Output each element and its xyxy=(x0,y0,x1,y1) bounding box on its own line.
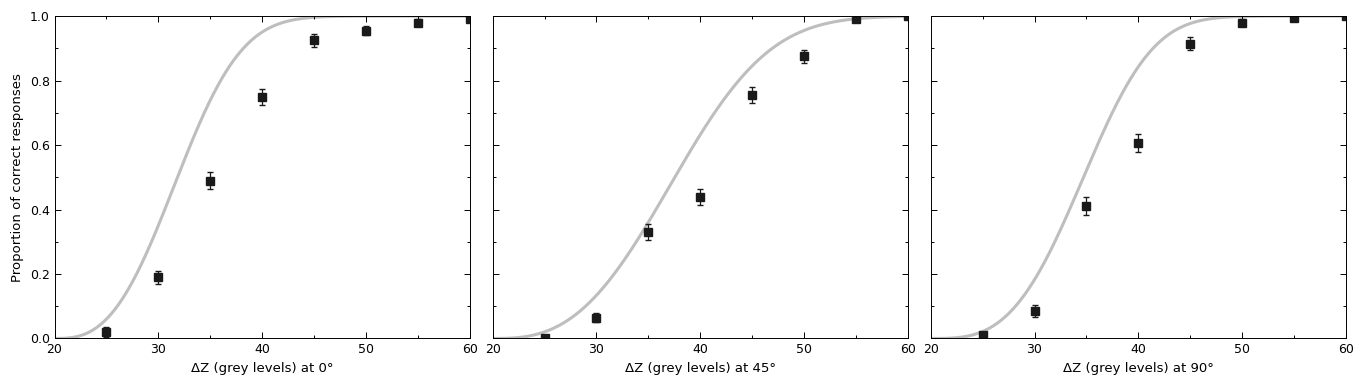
X-axis label: ΔZ (grey levels) at 0°: ΔZ (grey levels) at 0° xyxy=(191,362,333,375)
X-axis label: ΔZ (grey levels) at 45°: ΔZ (grey levels) at 45° xyxy=(625,362,775,375)
Y-axis label: Proportion of correct responses: Proportion of correct responses xyxy=(11,73,25,282)
X-axis label: ΔZ (grey levels) at 90°: ΔZ (grey levels) at 90° xyxy=(1063,362,1213,375)
